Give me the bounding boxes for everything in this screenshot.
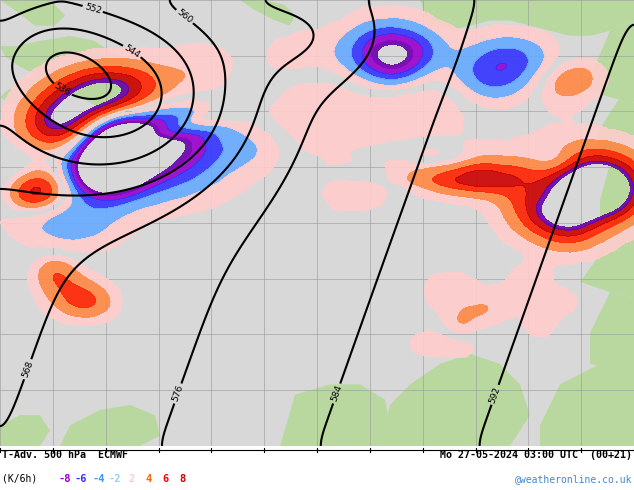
Text: 536: 536: [53, 81, 72, 98]
Text: -4: -4: [92, 474, 105, 484]
Polygon shape: [0, 415, 50, 446]
Text: 4: 4: [145, 474, 152, 484]
Text: -8: -8: [58, 474, 70, 484]
Polygon shape: [590, 98, 634, 174]
Polygon shape: [600, 164, 634, 231]
Polygon shape: [380, 354, 530, 446]
Text: 544: 544: [122, 43, 141, 59]
Text: 560: 560: [175, 8, 194, 25]
Text: -6: -6: [75, 474, 87, 484]
Text: 6: 6: [162, 474, 168, 484]
Text: @weatheronline.co.uk: @weatheronline.co.uk: [515, 474, 632, 484]
Polygon shape: [580, 225, 634, 297]
Polygon shape: [540, 364, 634, 446]
Polygon shape: [60, 405, 160, 446]
Polygon shape: [240, 0, 295, 25]
Text: 568: 568: [20, 360, 35, 379]
Polygon shape: [0, 0, 634, 446]
Text: -2: -2: [109, 474, 122, 484]
Polygon shape: [580, 21, 634, 102]
Text: 584: 584: [330, 384, 344, 403]
Text: Mo 27-05-2024 03:00 UTC  (00+21): Mo 27-05-2024 03:00 UTC (00+21): [440, 450, 632, 460]
Polygon shape: [590, 292, 634, 374]
Polygon shape: [0, 0, 65, 25]
Text: 592: 592: [488, 385, 502, 404]
Text: (K/6h): (K/6h): [2, 474, 37, 484]
Text: 576: 576: [171, 384, 185, 403]
Text: 8: 8: [179, 474, 185, 484]
Polygon shape: [0, 36, 145, 113]
Text: 2: 2: [128, 474, 134, 484]
Polygon shape: [0, 77, 60, 108]
Polygon shape: [420, 0, 634, 36]
Polygon shape: [280, 384, 390, 446]
Text: 552: 552: [83, 2, 102, 16]
Text: T-Adv. 500 hPa  ECMWF: T-Adv. 500 hPa ECMWF: [2, 450, 128, 460]
